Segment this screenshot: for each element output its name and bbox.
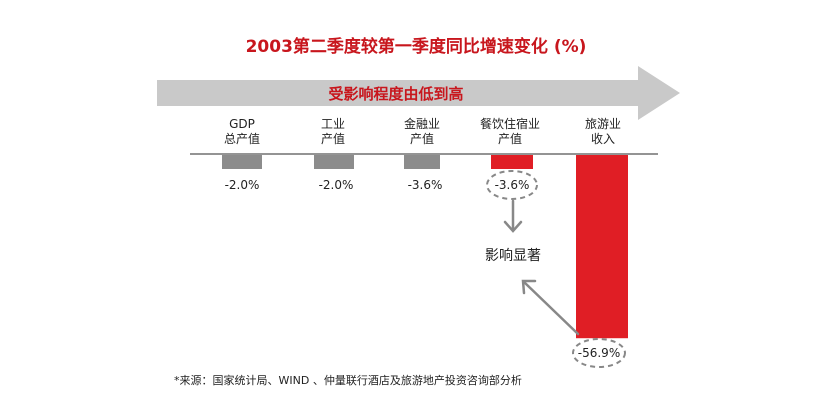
category-label-gdp-line1: GDP <box>229 117 255 131</box>
chart-title: 2003第二季度较第一季度同比增速变化 (%) <box>246 36 587 57</box>
bar-finance <box>404 155 440 169</box>
arrow-up-to-annotation <box>521 279 580 336</box>
bar-tourism <box>576 155 628 339</box>
category-label-finance-line1: 金融业 <box>404 116 440 131</box>
category-label-industry-line2: 产值 <box>321 131 345 146</box>
annotation-significant-impact: 影响显著 <box>485 248 541 264</box>
value-label-tourism: -56.9% <box>578 346 620 360</box>
bar-gdp <box>222 155 262 169</box>
category-label-industry-line1: 工业 <box>321 117 345 131</box>
category-label-tourism-line2: 收入 <box>591 132 615 146</box>
value-label-industry: -2.0% <box>319 178 354 192</box>
value-label-finance: -3.6% <box>408 178 443 192</box>
category-label-gdp-line2: 总产值 <box>224 131 260 146</box>
highlight-circle-catering <box>486 170 538 200</box>
bars-group <box>222 155 628 339</box>
bar-catering <box>491 155 533 169</box>
bar-industry <box>314 155 354 169</box>
value-label-catering: -3.6% <box>495 178 530 192</box>
category-label-finance-line2: 产值 <box>410 131 434 146</box>
arrow-down-to-annotation <box>503 199 523 233</box>
category-label-catering-line2: 产值 <box>498 131 522 146</box>
category-label-catering-line1: 餐饮住宿业 <box>480 116 540 131</box>
category-label-tourism-line1: 旅游业 <box>585 117 621 131</box>
banner-label: 受影响程度由低到高 <box>328 85 463 103</box>
source-note: *来源：国家统计局、WIND 、仲量联行酒店及旅游地产投资咨询部分析 <box>174 373 522 387</box>
highlight-circle-tourism <box>572 338 626 368</box>
value-label-gdp: -2.0% <box>225 178 260 192</box>
impact-arrow <box>157 66 680 120</box>
